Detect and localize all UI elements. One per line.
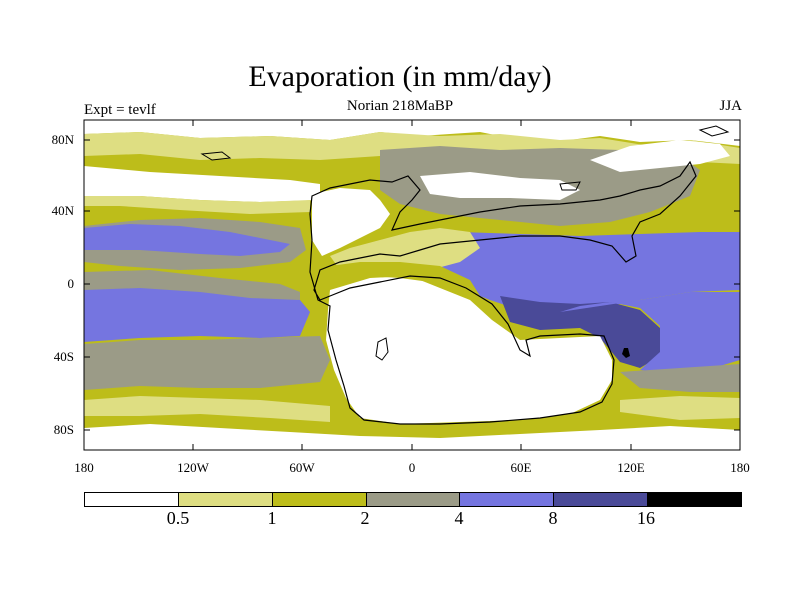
colorbar-label: 2 <box>360 508 370 528</box>
ytick-label: 0 <box>67 276 75 291</box>
colorbar <box>84 492 742 507</box>
blue-tethys <box>400 232 740 312</box>
ytick-label: 40N <box>51 203 74 218</box>
north-polar-white <box>84 120 740 146</box>
experiment-label: Expt = tevlf <box>84 102 156 118</box>
xtick-label: 120E <box>617 460 645 475</box>
colorbar-segment <box>178 493 273 506</box>
yellow-equator-land <box>330 262 480 296</box>
xtick-label: 180 <box>74 460 94 475</box>
north-white-band <box>84 166 320 202</box>
gray-south-band <box>84 336 330 390</box>
colorbar-label: 8 <box>548 508 558 528</box>
coastline-pangaea <box>309 160 697 425</box>
xtick-label: 60E <box>510 460 532 475</box>
colorbar-segment <box>272 493 367 506</box>
tick-marks <box>84 120 740 450</box>
evaporation-field <box>84 120 740 450</box>
north-lightyellow-2 <box>84 196 310 214</box>
coastline-island-4 <box>698 125 730 137</box>
colorbar-label: 4 <box>454 508 464 528</box>
colorbar-label: 1 <box>267 508 277 528</box>
pangaea-south-land <box>326 276 612 424</box>
blue-ocean-north <box>84 224 290 256</box>
colorbar-segment <box>554 493 649 506</box>
colorbar-label: 0.5 <box>166 508 190 528</box>
colorbar-segment <box>648 493 742 506</box>
colorbar-segment <box>460 493 555 506</box>
south-polar-white <box>84 424 740 450</box>
lightyellow-coast <box>330 228 480 272</box>
coastline-island-2 <box>200 151 232 161</box>
page-title: Evaporation (in mm/day) <box>248 60 552 93</box>
ytick-label: 80S <box>53 422 74 437</box>
gray-east-south <box>620 364 740 392</box>
colorbar-segment <box>85 493 179 506</box>
black-spot <box>622 348 630 358</box>
blue-east-ocean <box>560 292 740 372</box>
ytick-label: 40S <box>53 349 74 364</box>
white-eurasia-inner <box>420 172 580 200</box>
pangaea-north-land <box>312 188 390 256</box>
xtick-label: 180 <box>730 460 750 475</box>
coastline-island-3 <box>559 181 581 191</box>
coastline-island-1 <box>375 337 389 361</box>
period-label: Norian 218MaBP <box>346 98 454 114</box>
colorbar-label: 16 <box>637 508 655 528</box>
season-label: JJA <box>719 98 742 114</box>
darkblue-tethys <box>500 296 660 368</box>
ytick-label: 80N <box>51 132 74 147</box>
south-lightyellow-2 <box>620 396 740 420</box>
xtick-label: 60W <box>289 460 315 475</box>
xtick-label: 0 <box>408 460 416 475</box>
south-lightyellow <box>84 396 330 422</box>
xtick-label: 120W <box>177 460 209 475</box>
colorbar-segment <box>366 493 461 506</box>
white-siberia <box>590 140 730 172</box>
blue-ocean-south <box>84 288 310 342</box>
